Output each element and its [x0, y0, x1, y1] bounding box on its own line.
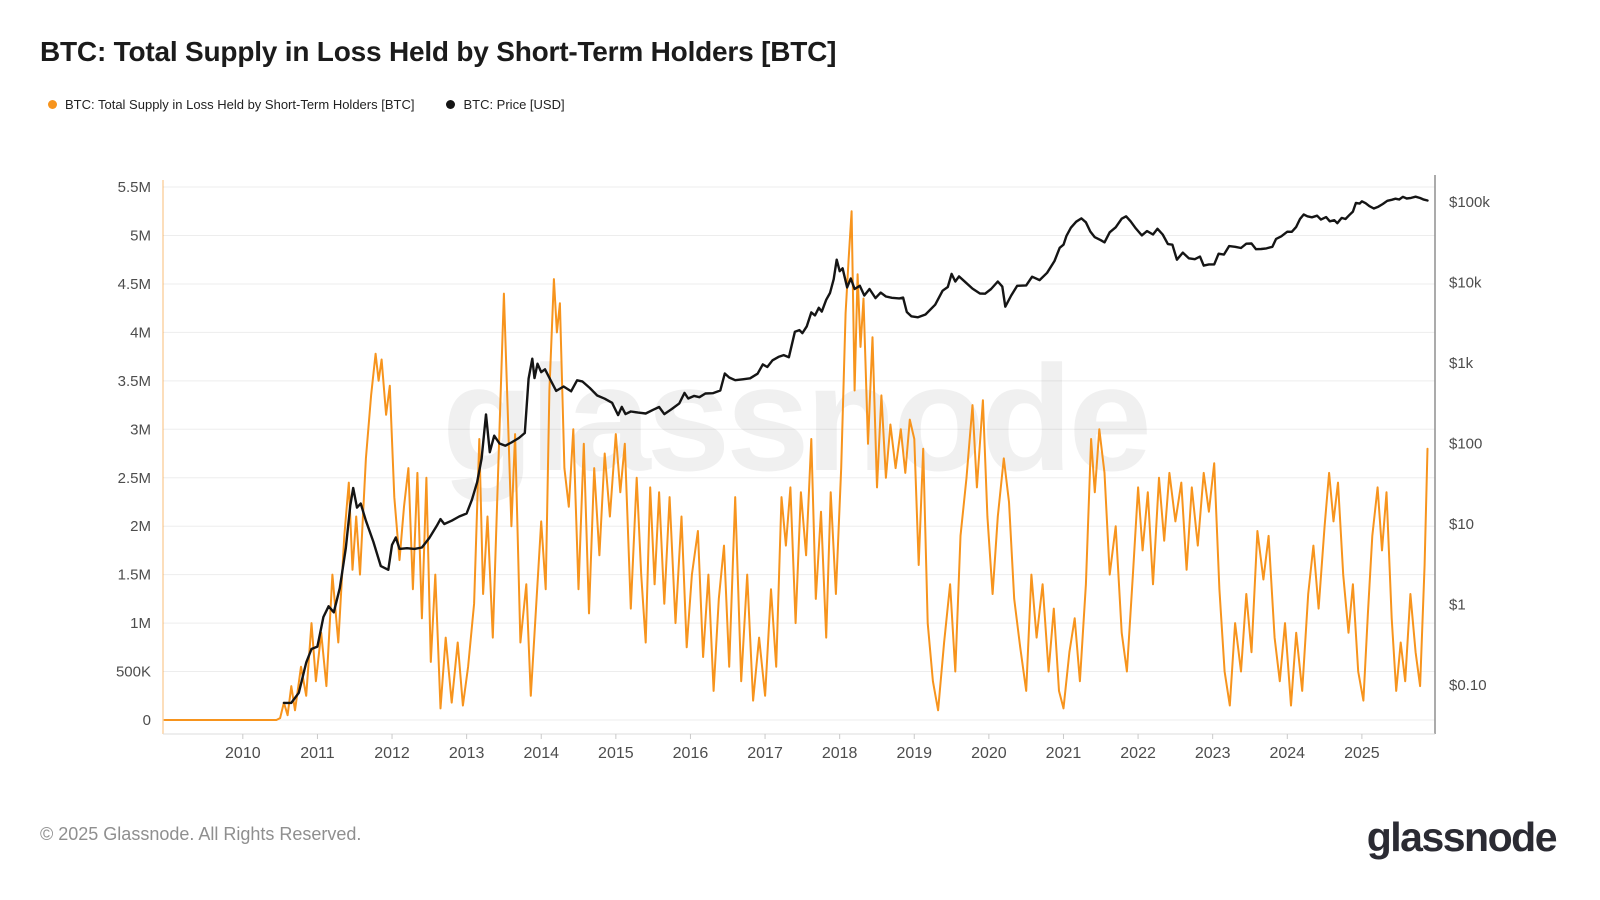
x-axis-label: 2020: [971, 745, 1007, 762]
y-left-axis-label: 1.5M: [118, 567, 151, 584]
x-axis-label: 2010: [225, 745, 261, 762]
y-left-axis-label: 1M: [130, 615, 151, 632]
y-right-axis-label: $1k: [1449, 355, 1474, 372]
chart-area[interactable]: glassnode 2010 2011 2012 2013 2014 2015 2016 201…: [0, 130, 1600, 780]
y-left-axis-label: 2.5M: [118, 470, 151, 487]
legend-dot-price-icon: [446, 100, 456, 109]
legend-label-supply: BTC: Total Supply in Loss Held by Short-…: [65, 97, 415, 112]
page-title: BTC: Total Supply in Loss Held by Short-…: [40, 36, 837, 67]
legend-item-price[interactable]: BTC: Price [USD]: [446, 97, 565, 112]
x-axis-label: 2017: [747, 745, 783, 762]
x-axis-label: 2016: [673, 745, 709, 762]
y-right-axis-label: $100: [1449, 436, 1482, 453]
x-axis-label: 2021: [1046, 745, 1082, 762]
x-axis-label: 2024: [1269, 745, 1305, 762]
x-axis-label: 2019: [896, 745, 932, 762]
y-left-axis-label: 5M: [130, 228, 151, 245]
glassnode-logo: glassnode: [1366, 814, 1558, 860]
y-left-axis-label: 3M: [130, 421, 151, 438]
y-right-axis-label: $10: [1449, 516, 1474, 533]
x-axis-label: 2011: [300, 745, 335, 762]
copyright-text: © 2025 Glassnode. All Rights Reserved.: [40, 824, 362, 844]
series-line-btc-price: [282, 195, 1429, 705]
y-left-axis-label: 4M: [130, 324, 151, 341]
y-left-axis-label: 2M: [130, 518, 151, 535]
legend-dot-supply-icon: [48, 100, 57, 109]
y-right-axis-label: $100k: [1449, 194, 1490, 211]
x-axis-label: 2022: [1120, 745, 1156, 762]
x-axis-label: 2025: [1344, 745, 1380, 762]
y-right-axis-label: $10k: [1449, 275, 1482, 292]
legend-label-price: BTC: Price [USD]: [463, 97, 565, 112]
legend-item-supply-in-loss[interactable]: BTC: Total Supply in Loss Held by Short-…: [48, 97, 414, 112]
chart-legend: BTC: Total Supply in Loss Held by Short-…: [48, 97, 597, 112]
x-axis-label: 2018: [822, 745, 858, 762]
y-left-axis-label: 4.5M: [118, 276, 151, 293]
y-right-axis-label: $0.10: [1449, 677, 1487, 694]
x-axis-label: 2014: [523, 745, 559, 762]
y-left-axis-label: 5.5M: [118, 179, 151, 196]
x-axis-label: 2015: [598, 745, 634, 762]
glassnode-watermark: glassnode: [442, 334, 1148, 502]
x-axis-label: 2012: [374, 745, 410, 762]
y-left-axis-label: 0: [143, 712, 151, 729]
series-line-supply-in-loss: [163, 210, 1429, 721]
x-axis-label: 2013: [449, 745, 485, 762]
y-right-axis-label: $1: [1449, 597, 1466, 614]
x-axis-label: 2023: [1195, 745, 1231, 762]
chart-canvas[interactable]: glassnode 2010 2011 2012 2013 2014 2015 2016 201…: [0, 130, 1600, 780]
y-left-axis-label: 3.5M: [118, 373, 151, 390]
y-left-axis-label: 500K: [116, 664, 151, 681]
